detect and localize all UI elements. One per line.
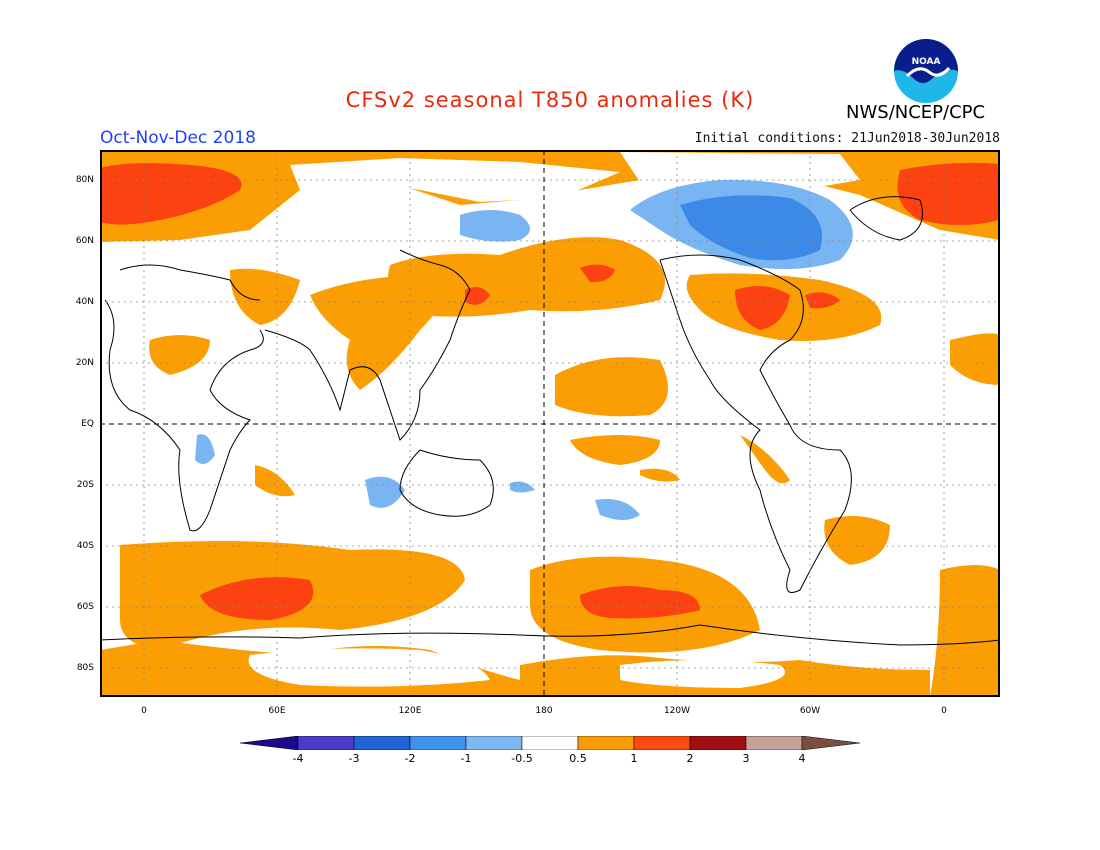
- colorbar-swatch: [409, 736, 467, 750]
- colorbar-label: -1: [460, 752, 472, 765]
- colorbar-label: -2: [404, 752, 416, 765]
- colorbar-swatch: [353, 736, 411, 750]
- india-ocean-cold: [365, 476, 405, 508]
- colorbar-arrow-left: [240, 736, 299, 750]
- north-america-hot-2: [805, 292, 840, 309]
- colorbar-swatch: [633, 736, 691, 750]
- noaa-logo: NOAA: [894, 39, 958, 103]
- anomaly-map: [100, 150, 1000, 697]
- lat-label: 80S: [76, 663, 94, 673]
- colorbar-label: 3: [742, 752, 750, 765]
- europe-warm: [230, 268, 300, 325]
- lat-label: 20N: [75, 358, 94, 368]
- central-pacific-warm: [555, 357, 668, 417]
- australia-cold-small: [510, 481, 535, 493]
- southern-ocean-hot-central: [580, 586, 700, 619]
- colorbar-label: 4: [798, 752, 806, 765]
- south-pacific-streak: [640, 468, 680, 482]
- logo-text: NOAA: [912, 57, 941, 67]
- colorbar-swatch: [465, 736, 523, 750]
- lon-label: 0: [141, 706, 147, 716]
- colorbar-arrow-right: [801, 736, 860, 750]
- lon-label: 180: [535, 706, 553, 716]
- lat-label: 40S: [76, 541, 94, 551]
- colorbar-label: -0.5: [511, 752, 533, 765]
- lon-label: 120W: [663, 706, 691, 716]
- colorbar-label: -4: [292, 752, 304, 765]
- colorbar-label: -3: [348, 752, 360, 765]
- atlantic-warm-right: [950, 333, 1000, 385]
- season-label: Oct-Nov-Dec 2018: [100, 128, 256, 148]
- colorbar-swatch: [689, 736, 747, 750]
- colorbar-swatch: [521, 736, 579, 750]
- chart-title: CFSv2 seasonal T850 anomalies (K): [345, 88, 755, 112]
- lat-label: 80N: [75, 175, 94, 185]
- lat-gridlines: [100, 179, 1000, 669]
- lon-label: 60E: [268, 706, 286, 716]
- colorbar-label: 0.5: [569, 752, 587, 765]
- map-frame: [100, 150, 1000, 697]
- north-pacific-hot-2: [465, 286, 490, 305]
- equatorial-america-warm: [740, 435, 790, 484]
- north-america-hot-1: [735, 286, 790, 330]
- agency-label: NWS/NCEP/CPC: [846, 102, 986, 123]
- colorbar-label: 2: [686, 752, 694, 765]
- lon-label: 120E: [398, 706, 422, 716]
- tropical-pacific-warm: [570, 435, 660, 465]
- southern-ocean-warm-east: [930, 565, 1000, 697]
- initial-conditions-label: Initial conditions: 21Jun2018-30Jun2018: [694, 131, 1000, 146]
- antarctic-white-1: [248, 648, 490, 687]
- colorbar-swatch: [297, 736, 355, 750]
- colorbar-swatch: [745, 736, 803, 750]
- colorbar-swatch: [577, 736, 635, 750]
- lon-label: 0: [941, 706, 947, 716]
- coastlines: [100, 196, 1000, 646]
- north-pacific-warm: [388, 237, 665, 317]
- colorbar-label: 1: [630, 752, 638, 765]
- colder-region-canada: [680, 195, 822, 261]
- antarctic-white-2: [620, 660, 785, 688]
- lat-label: 40N: [75, 297, 94, 307]
- w-africa-warm: [149, 335, 210, 375]
- africa-cold: [195, 434, 215, 464]
- lon-gridlines: [143, 150, 945, 697]
- colorbar: [240, 736, 860, 750]
- hot-core-nw: [100, 163, 242, 225]
- southern-ocean-hot-west: [200, 577, 314, 620]
- lat-label: 60N: [75, 236, 94, 246]
- south-atlantic-warm: [824, 516, 890, 565]
- arctic-white-gap-2: [620, 152, 860, 190]
- lat-label: 20S: [76, 480, 94, 490]
- north-pacific-hot-1: [580, 264, 615, 283]
- lat-label: EQ: [81, 419, 94, 429]
- asia-warm: [310, 275, 443, 390]
- south-pacific-cold: [595, 499, 640, 520]
- lon-label: 60W: [799, 706, 821, 716]
- mad-warm: [255, 465, 295, 497]
- lat-label: 60S: [76, 602, 94, 612]
- cold-region-siberia: [460, 210, 530, 242]
- hot-core-ne: [897, 162, 1000, 225]
